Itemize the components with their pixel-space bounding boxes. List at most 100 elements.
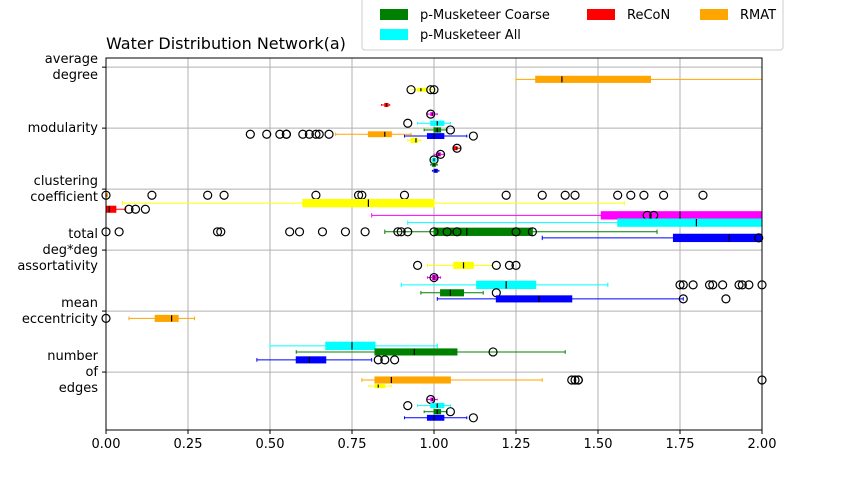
legend: p-Musketeer Coarse ReCoN RMAT p-Musketeer A… xyxy=(361,0,784,51)
y-tick-label: average degree xyxy=(45,52,98,83)
flier-point xyxy=(294,227,305,237)
flier-point xyxy=(390,355,400,365)
flier-point xyxy=(452,227,462,237)
box-magenta xyxy=(426,272,442,283)
x-tick-label: 0.25 xyxy=(174,437,203,452)
box-blue xyxy=(403,131,478,141)
box-blue xyxy=(431,168,440,173)
flier-point xyxy=(658,190,669,200)
flier-point xyxy=(511,227,521,237)
flier-point xyxy=(275,129,285,139)
flier-point xyxy=(212,227,223,237)
flier-point xyxy=(754,233,764,243)
x-tick-label: 1.75 xyxy=(666,437,695,452)
flier-point xyxy=(567,375,577,385)
box-green xyxy=(430,162,438,167)
legend-swatch xyxy=(587,9,615,20)
box-blue xyxy=(256,355,400,365)
flier-point xyxy=(219,190,229,200)
flier-point xyxy=(324,129,334,139)
box-iqr xyxy=(325,341,376,351)
box-magenta xyxy=(433,149,446,159)
flier-point xyxy=(675,280,685,290)
box-iqr xyxy=(410,137,419,143)
y-tick-label-line: of xyxy=(85,365,98,380)
flier-point xyxy=(626,190,636,200)
box-orange xyxy=(245,129,412,139)
flier-point xyxy=(360,227,370,237)
y-tick-label: clustering coefficient xyxy=(30,174,98,205)
flier-point xyxy=(147,190,157,200)
y-tick-label: mean eccentricity xyxy=(22,296,98,327)
flier-point xyxy=(393,227,403,237)
legend-label: p-Musketeer Coarse xyxy=(420,8,550,23)
box-green xyxy=(423,125,455,135)
flier-point xyxy=(373,355,383,365)
legend-swatch xyxy=(700,9,728,20)
flier-point xyxy=(340,227,351,237)
legend-label: p-Musketeer All xyxy=(420,28,521,43)
legend-swatch xyxy=(380,9,408,20)
x-tick-label: 1.25 xyxy=(502,437,531,452)
y-tick-label-line: degree xyxy=(52,68,98,83)
flier-point xyxy=(527,227,538,237)
flier-point xyxy=(216,227,226,237)
flier-point xyxy=(718,280,728,290)
flier-point xyxy=(445,125,455,135)
y-tick-label: modularity xyxy=(28,121,99,136)
flier-point xyxy=(504,260,515,270)
y-tick-label: number of edges xyxy=(47,349,98,396)
flier-point xyxy=(281,129,291,139)
flier-point xyxy=(114,227,124,237)
flier-point xyxy=(426,109,436,119)
box-red xyxy=(452,143,462,153)
box-yellow xyxy=(121,198,625,208)
box-orange xyxy=(515,75,762,83)
y-tick-label-line: coefficient xyxy=(30,190,98,205)
chart-title: Water Distribution Network(a) xyxy=(106,34,346,53)
box-iqr xyxy=(495,295,573,303)
x-tick-label: 0.00 xyxy=(92,437,121,452)
box-yellow xyxy=(407,137,422,143)
flier-point xyxy=(406,85,416,95)
y-tick-label-line: number xyxy=(47,349,98,364)
box-iqr xyxy=(374,384,386,389)
y-tick-label-line: mean xyxy=(61,296,98,311)
box-iqr xyxy=(154,314,179,322)
box-magenta xyxy=(426,109,438,119)
flier-point xyxy=(721,294,731,304)
flier-point xyxy=(304,129,314,139)
flier-point xyxy=(203,190,213,200)
flier-point xyxy=(403,227,413,237)
box-yellow xyxy=(367,384,392,389)
box-iqr xyxy=(105,205,117,213)
flier-point xyxy=(678,294,688,304)
box-iqr xyxy=(295,356,327,364)
legend-box xyxy=(361,0,784,51)
flier-point xyxy=(314,129,324,139)
flier-point xyxy=(317,227,328,237)
y-tick-label-line: assortativity xyxy=(17,259,98,274)
box-iqr xyxy=(426,414,445,421)
box-iqr xyxy=(426,133,445,139)
flier-point xyxy=(468,131,478,141)
flier-point xyxy=(413,260,423,270)
box-cyan xyxy=(403,401,451,411)
flier-point xyxy=(501,190,511,200)
x-tick-label: 1.00 xyxy=(420,437,449,452)
y-tick-label-line: modularity xyxy=(28,121,99,136)
box-cyan xyxy=(400,280,767,290)
box-blue xyxy=(403,413,478,423)
box-iqr xyxy=(374,348,458,356)
box-iqr xyxy=(367,131,392,138)
flier-point xyxy=(380,355,390,365)
box-iqr xyxy=(600,211,763,220)
boxes xyxy=(101,75,767,423)
x-tick-label: 1.50 xyxy=(584,437,613,452)
flier-point xyxy=(744,280,754,290)
y-tick-label-line: eccentricity xyxy=(22,312,98,327)
y-axis-labels: average degree modularity clustering coeffic… xyxy=(17,52,106,396)
flier-point xyxy=(130,204,141,214)
flier-point xyxy=(491,260,501,270)
